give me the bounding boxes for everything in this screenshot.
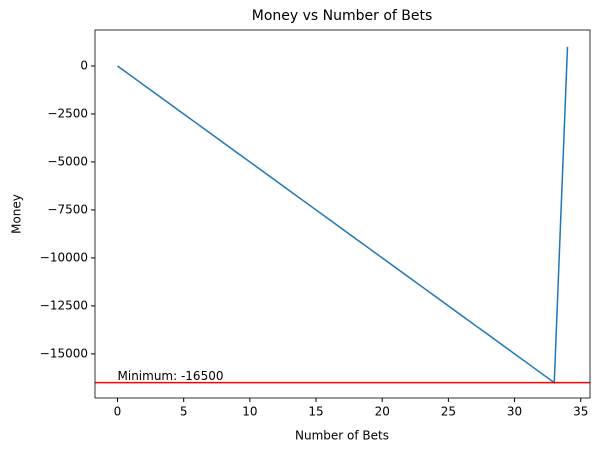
plot-frame [94, 29, 591, 399]
x-tick-label: 35 [573, 405, 588, 419]
y-tick-label: −2500 [47, 106, 88, 120]
x-tick-label: 10 [242, 405, 257, 419]
x-tick-label: 5 [180, 405, 188, 419]
x-tick-label: 20 [375, 405, 390, 419]
min-annotation: Minimum: -16500 [118, 369, 224, 383]
x-tick-label: 25 [441, 405, 456, 419]
y-tick-label: −12500 [40, 298, 88, 312]
y-tick-label: −10000 [40, 250, 88, 264]
x-tick-label: 30 [507, 405, 522, 419]
x-axis-label: Number of Bets [295, 429, 389, 443]
x-tick-label: 15 [308, 405, 323, 419]
y-tick-label: −7500 [47, 202, 88, 216]
y-tick-label: −5000 [47, 154, 88, 168]
line [117, 46, 569, 385]
x-tick-label: 0 [114, 405, 122, 419]
chart-title: Money vs Number of Bets [252, 8, 433, 24]
y-axis-label: Money [10, 194, 24, 234]
y-tick-label: −15000 [40, 346, 88, 360]
y-tick-label: 0 [80, 58, 88, 72]
